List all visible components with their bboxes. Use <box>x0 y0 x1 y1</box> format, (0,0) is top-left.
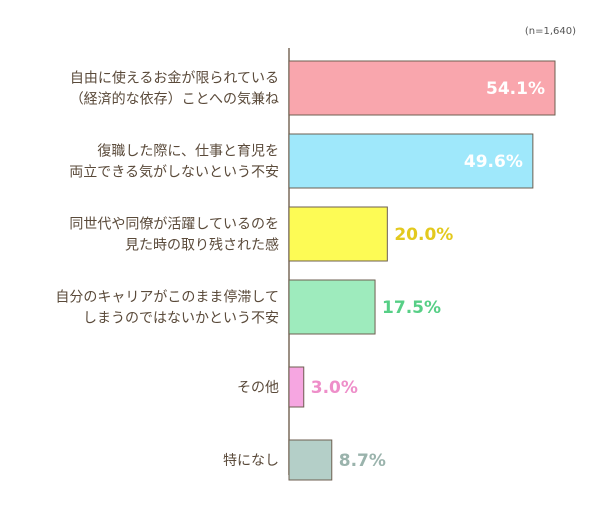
category-label-0-0: 自由に使えるお金が限られている <box>70 70 279 87</box>
category-label-1-1: 両立できる気がしないという不安 <box>69 165 279 181</box>
value-label-5: 8.7% <box>339 451 386 471</box>
value-label-1: 49.6% <box>464 152 523 172</box>
bar-1 <box>288 133 534 189</box>
bar-4 <box>288 366 305 408</box>
category-label-3-0: 自分のキャリアがこのまま停滞して <box>55 289 279 306</box>
category-label-5-0: 特になし <box>223 453 279 469</box>
value-label-4: 3.0% <box>311 378 358 398</box>
sample-size-note: (n=1,640) <box>524 26 576 37</box>
value-label-0: 54.1% <box>486 79 545 99</box>
bar-2 <box>288 206 388 262</box>
category-label-3-1: しまうのではないかという不安 <box>83 311 279 327</box>
category-label-2-1: 見た時の取り残された感 <box>125 237 279 254</box>
value-label-3: 17.5% <box>382 298 441 318</box>
category-label-1-0: 復職した際に、仕事と育児を <box>97 143 279 160</box>
category-label-4-0: その他 <box>237 380 279 396</box>
category-label-0-1: （経済的な依存）ことへの気兼ね <box>70 92 279 108</box>
value-label-2: 20.0% <box>394 225 453 245</box>
bar-5 <box>288 439 333 481</box>
category-label-2-0: 同世代や同僚が活躍しているのを <box>69 217 279 233</box>
bar-0 <box>288 60 556 116</box>
bar-3 <box>288 279 376 335</box>
